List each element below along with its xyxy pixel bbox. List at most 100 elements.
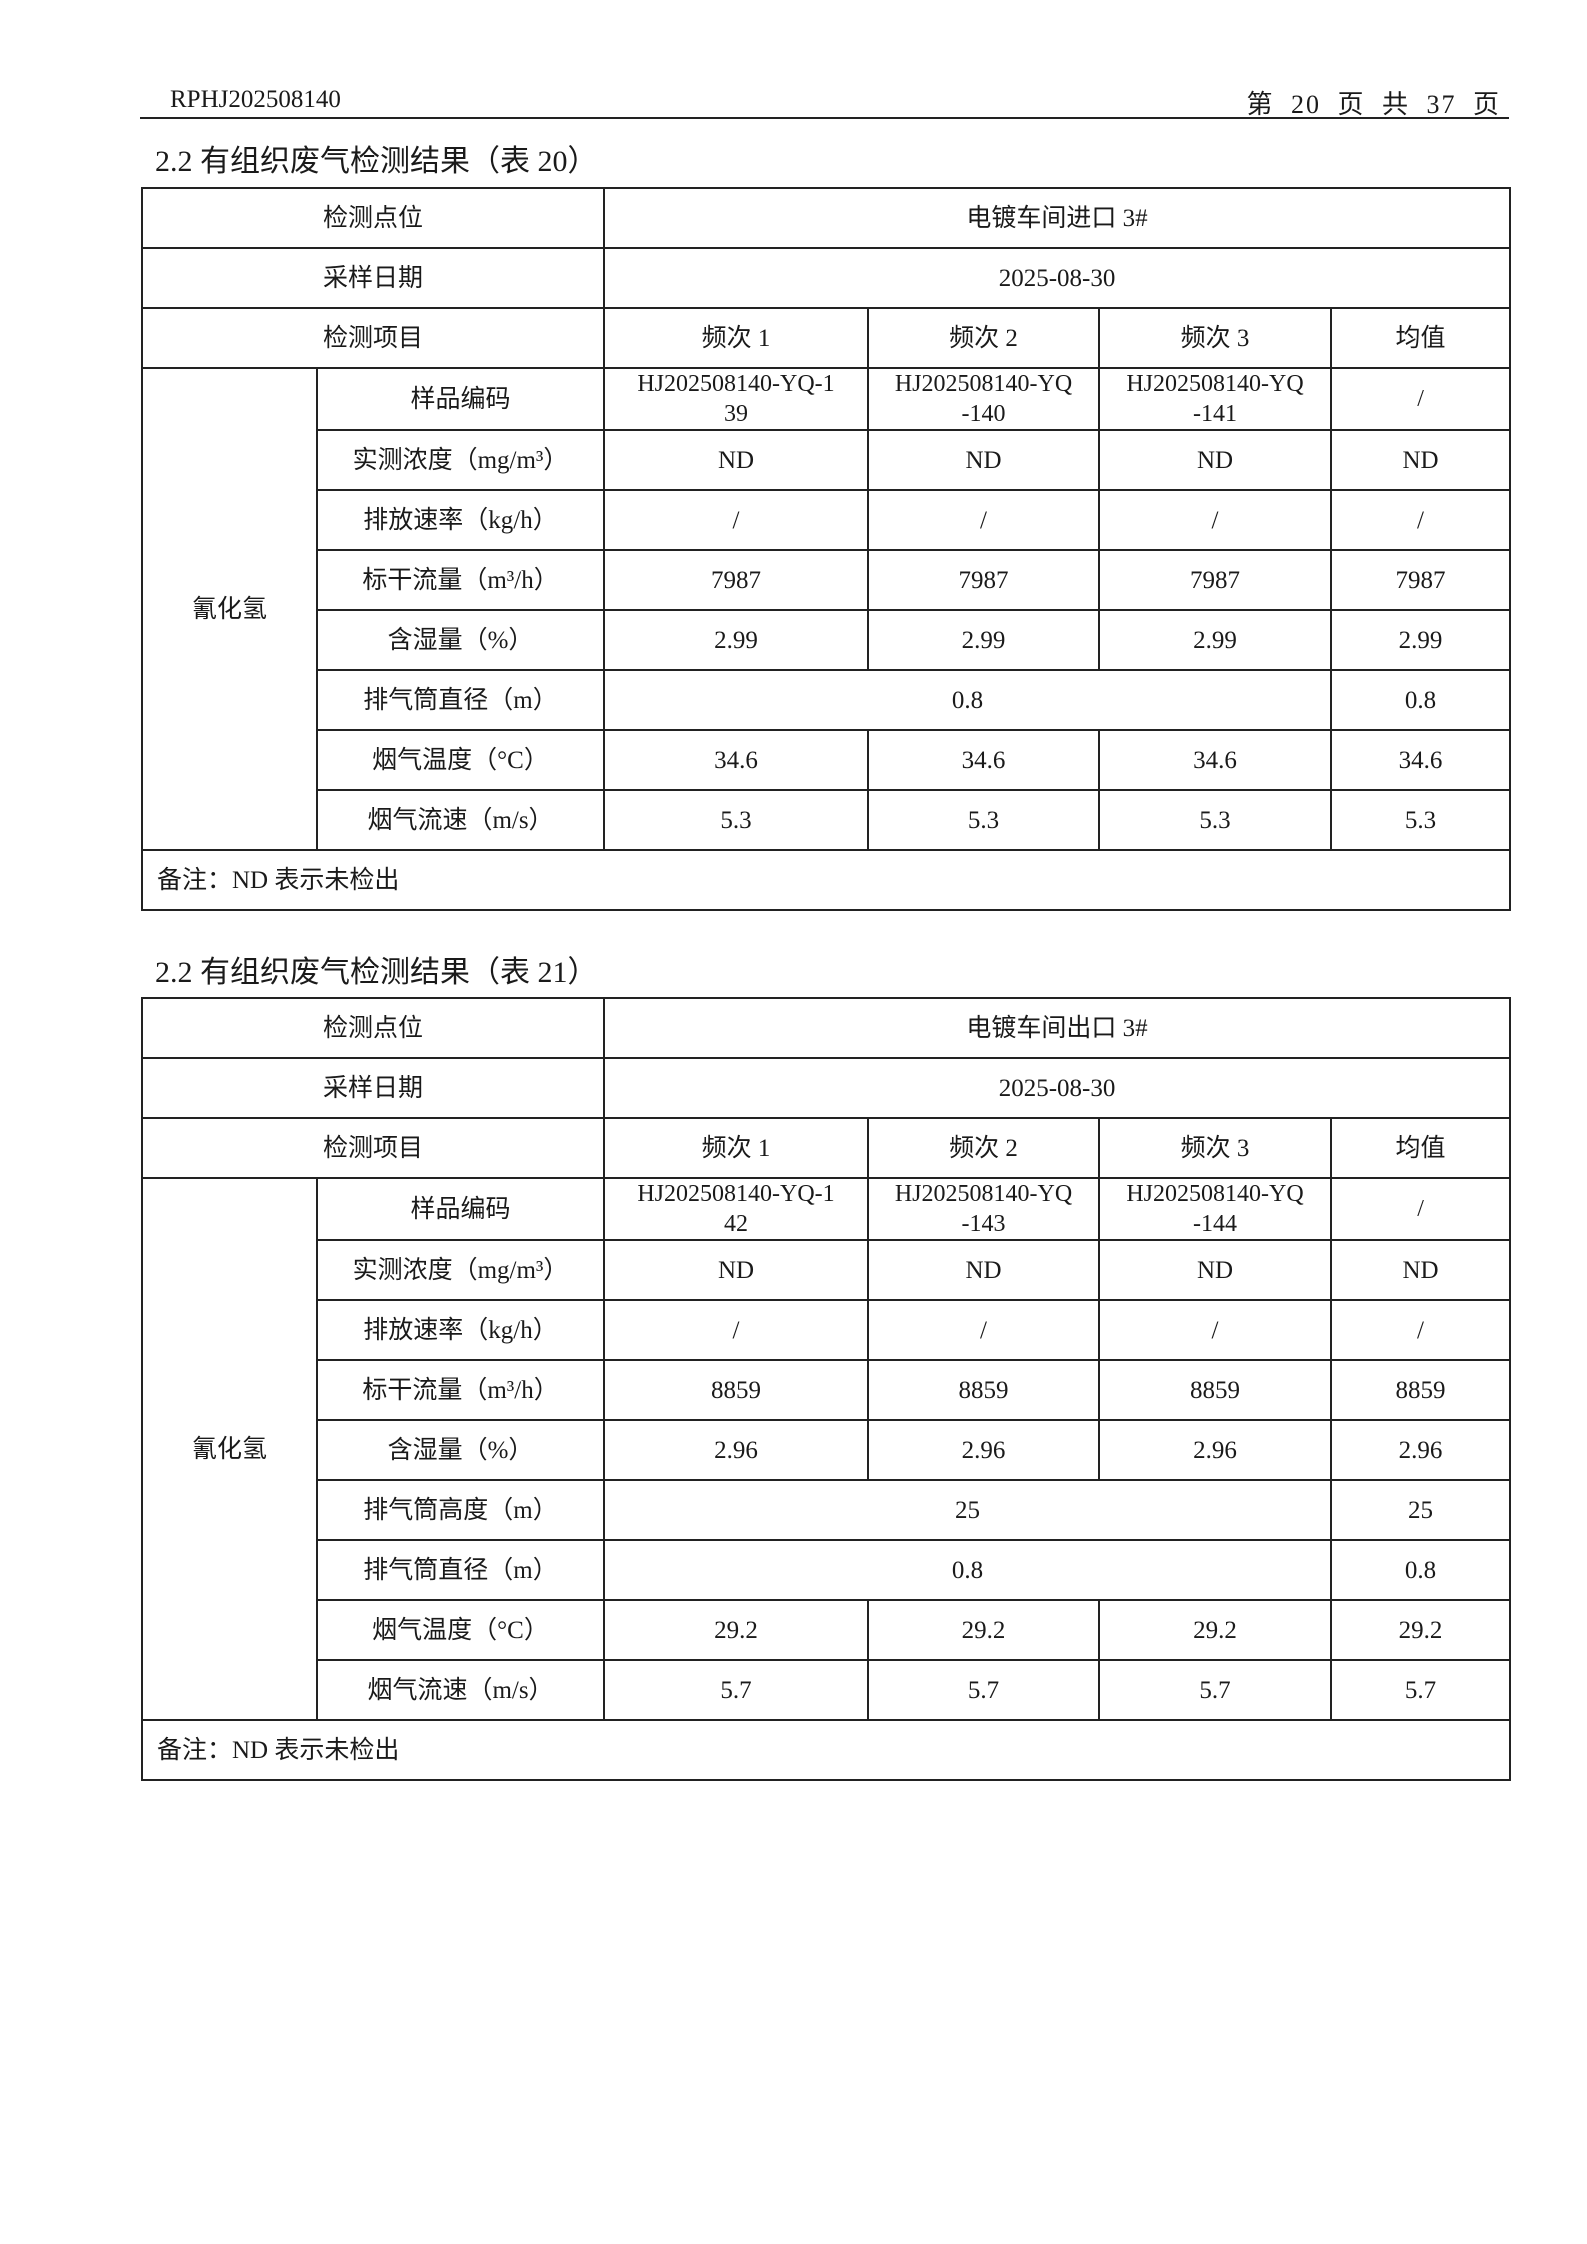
- location-label: 检测点位: [140, 997, 606, 1059]
- column-header: 频次 2: [867, 1117, 1101, 1179]
- value-cell: 34.6: [603, 729, 870, 791]
- location-value: 电镀车间出口 3#: [603, 997, 1512, 1059]
- table-row: 氰化氢 样品编码 HJ202508140-YQ-1 39 HJ202508140-YQ -…: [141, 367, 1512, 851]
- item-label: 检测项目: [140, 1117, 606, 1179]
- section-title-table-20: 2.2 有组织废气检测结果（表 20）: [155, 145, 598, 178]
- header-divider: [140, 117, 1509, 119]
- value-cell: HJ202508140-YQ-1 39: [603, 367, 870, 431]
- value-cell: 34.6: [867, 729, 1101, 791]
- table-row: 排放速率（kg/h） / / / /: [142, 489, 1512, 551]
- row-label: 烟气温度（°C）: [315, 1599, 606, 1661]
- table-row: 氰化氢 样品编码 HJ202508140-YQ-1 42 HJ202508140-YQ -…: [141, 1177, 1512, 1721]
- column-header-row: 检测项目 频次 1 频次 2 频次 3 均值: [140, 1117, 1512, 1179]
- mean-value: 0.8: [1330, 669, 1512, 731]
- value-cell: 29.2: [603, 1599, 870, 1661]
- table-row: 烟气温度（°C） 34.6 34.6 34.6 34.6: [142, 729, 1512, 791]
- item-label: 检测项目: [140, 307, 606, 369]
- value-cell: 2.99: [603, 609, 870, 671]
- row-label: 排气筒高度（m）: [315, 1479, 606, 1541]
- value-cell: 2.99: [867, 609, 1101, 671]
- row-label: 排放速率（kg/h）: [315, 1299, 606, 1361]
- note-row: 备注：ND 表示未检出: [140, 849, 1512, 911]
- mean-value: /: [1330, 489, 1512, 551]
- value-cell: HJ202508140-YQ -140: [867, 367, 1101, 431]
- mean-value: 34.6: [1330, 729, 1512, 791]
- table-note: 备注：ND 表示未检出: [140, 849, 1512, 911]
- mean-value: 2.96: [1330, 1419, 1512, 1481]
- row-label: 样品编码: [315, 1177, 606, 1241]
- note-row: 备注：ND 表示未检出: [140, 1719, 1512, 1781]
- value-cell: /: [603, 489, 870, 551]
- value-cell: 5.7: [1098, 1659, 1333, 1721]
- mean-value: 0.8: [1330, 1539, 1512, 1601]
- row-label: 标干流量（m³/h）: [315, 549, 606, 611]
- date-row: 采样日期 2025-08-30: [140, 1057, 1512, 1119]
- location-value: 电镀车间进口 3#: [603, 187, 1512, 249]
- mean-value: /: [1330, 1299, 1512, 1361]
- location-label: 检测点位: [140, 187, 606, 249]
- page-info: 第 20 页 共 37 页: [1246, 90, 1501, 119]
- row-label: 含湿量（%）: [315, 1419, 606, 1481]
- date-value: 2025-08-30: [603, 1057, 1512, 1119]
- pollutant-name: 氰化氢: [141, 1177, 318, 1721]
- value-cell: 2.96: [1098, 1419, 1333, 1481]
- row-label: 烟气流速（m/s）: [315, 789, 606, 851]
- value-cell: 7987: [867, 549, 1101, 611]
- mean-value: 5.7: [1330, 1659, 1512, 1721]
- merged-value: 0.8: [603, 1539, 1333, 1601]
- value-cell: 2.96: [603, 1419, 870, 1481]
- value-cell: HJ202508140-YQ -144: [1098, 1177, 1333, 1241]
- value-cell: /: [867, 1299, 1101, 1361]
- value-cell: ND: [1098, 1239, 1333, 1301]
- table-row: 排气筒直径（m） 0.8 0.8: [142, 1539, 1512, 1601]
- table-row: 排放速率（kg/h） / / / /: [142, 1299, 1512, 1361]
- value-cell: /: [867, 489, 1101, 551]
- row-label: 标干流量（m³/h）: [315, 1359, 606, 1421]
- value-cell: ND: [1098, 429, 1333, 491]
- value-cell: ND: [603, 1239, 870, 1301]
- merged-value: 0.8: [603, 669, 1333, 731]
- column-header: 频次 2: [867, 307, 1101, 369]
- location-row: 检测点位 电镀车间进口 3#: [140, 187, 1512, 249]
- value-cell: 5.3: [867, 789, 1101, 851]
- value-cell: 7987: [1098, 549, 1333, 611]
- value-cell: 2.96: [867, 1419, 1101, 1481]
- location-row: 检测点位 电镀车间出口 3#: [140, 997, 1512, 1059]
- value-cell: HJ202508140-YQ -141: [1098, 367, 1333, 431]
- report-number: RPHJ202508140: [170, 86, 341, 113]
- value-cell: 5.3: [1098, 789, 1333, 851]
- row-label: 实测浓度（mg/m³）: [315, 429, 606, 491]
- table-row: 烟气温度（°C） 29.2 29.2 29.2 29.2: [142, 1599, 1512, 1661]
- merged-value: 25: [603, 1479, 1333, 1541]
- table-note: 备注：ND 表示未检出: [140, 1719, 1512, 1781]
- table-row: 排气筒直径（m） 0.8 0.8: [142, 669, 1512, 731]
- row-label: 排气筒直径（m）: [315, 669, 606, 731]
- table-row: 实测浓度（mg/m³） ND ND ND ND: [142, 429, 1512, 491]
- row-label: 排放速率（kg/h）: [315, 489, 606, 551]
- value-cell: /: [1098, 1299, 1333, 1361]
- value-cell: 5.7: [867, 1659, 1101, 1721]
- column-header: 频次 3: [1098, 307, 1333, 369]
- value-cell: /: [603, 1299, 870, 1361]
- mean-value: ND: [1330, 1239, 1512, 1301]
- mean-value: 25: [1330, 1479, 1512, 1541]
- row-label: 排气筒直径（m）: [315, 1539, 606, 1601]
- table-row: 标干流量（m³/h） 7987 7987 7987 7987: [142, 549, 1512, 611]
- table-row: 排气筒高度（m） 25 25: [142, 1479, 1512, 1541]
- mean-value: 8859: [1330, 1359, 1512, 1421]
- mean-value: 5.3: [1330, 789, 1512, 851]
- value-cell: /: [1098, 489, 1333, 551]
- value-cell: 29.2: [867, 1599, 1101, 1661]
- value-cell: 2.99: [1098, 609, 1333, 671]
- table-row: 标干流量（m³/h） 8859 8859 8859 8859: [142, 1359, 1512, 1421]
- column-header-row: 检测项目 频次 1 频次 2 频次 3 均值: [140, 307, 1512, 369]
- value-cell: ND: [867, 1239, 1101, 1301]
- table-row: 含湿量（%） 2.99 2.99 2.99 2.99: [142, 609, 1512, 671]
- value-cell: ND: [867, 429, 1101, 491]
- table-row: 实测浓度（mg/m³） ND ND ND ND: [142, 1239, 1512, 1301]
- pollutant-name: 氰化氢: [141, 367, 318, 851]
- value-cell: 8859: [603, 1359, 870, 1421]
- column-header: 频次 3: [1098, 1117, 1333, 1179]
